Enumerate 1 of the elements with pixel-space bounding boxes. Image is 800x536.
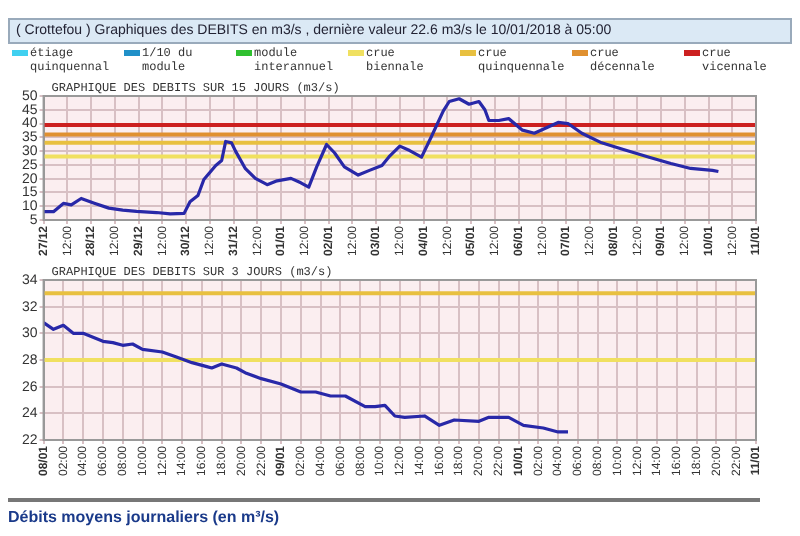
text: Débits moyens journaliers (en m³/s) (8, 498, 760, 526)
